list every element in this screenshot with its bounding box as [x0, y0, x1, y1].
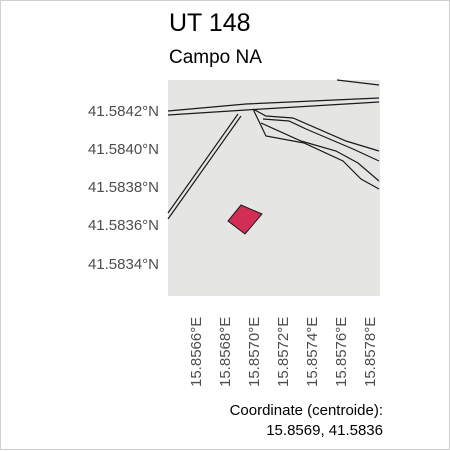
lon-tick-label: 15.8566°E	[188, 316, 205, 387]
centroid-caption-label: Coordinate (centroide):	[229, 402, 383, 419]
road-fork-lower	[252, 108, 380, 190]
road-diagonal-left-2	[167, 115, 242, 220]
road-fork-upper	[252, 108, 380, 152]
map-subtitle: Campo NA	[169, 47, 262, 68]
road-diagonal-left	[167, 113, 239, 214]
lon-tick-label: 15.8574°E	[304, 316, 321, 387]
lat-tick-label: 41.5836°N	[87, 217, 159, 234]
lat-tick-label: 41.5840°N	[87, 141, 159, 158]
lon-tick-label: 15.8570°E	[246, 316, 263, 387]
road-upper-right	[336, 79, 380, 86]
road-main-upper	[167, 97, 380, 112]
lat-tick-label: 41.5842°N	[87, 103, 159, 120]
lon-tick-label: 15.8576°E	[333, 316, 350, 387]
road-main-lower	[167, 101, 380, 116]
road-fork-branch	[260, 122, 380, 182]
lat-tick-label: 41.5838°N	[87, 179, 159, 196]
lon-tick-label: 15.8572°E	[275, 316, 292, 387]
road-network	[167, 79, 380, 220]
road-fork-middle	[262, 118, 380, 162]
lat-tick-label: 41.5834°N	[87, 256, 159, 273]
lon-tick-label: 15.8578°E	[362, 316, 379, 387]
parcel-polygon	[227, 204, 263, 235]
centroid-caption: Coordinate (centroide): 15.8569, 41.5836	[230, 401, 383, 441]
lon-tick-label: 15.8568°E	[217, 316, 234, 387]
map-title: UT 148	[169, 9, 251, 37]
centroid-caption-coords: 15.8569, 41.5836	[266, 422, 383, 439]
